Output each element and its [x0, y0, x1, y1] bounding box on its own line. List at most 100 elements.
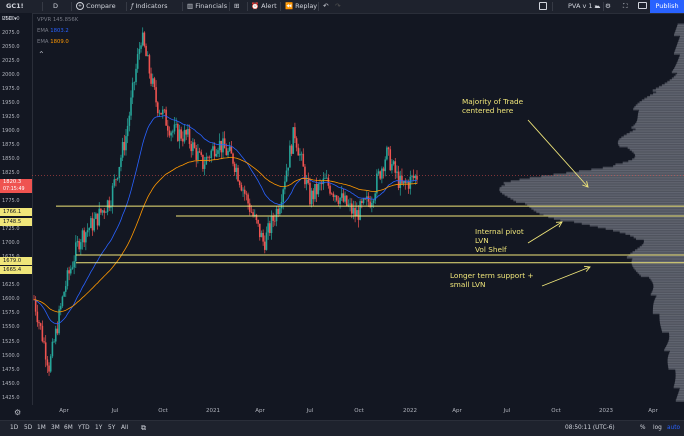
toolbar-divider	[229, 2, 230, 11]
arrow-head	[583, 265, 591, 272]
fullscreen-icon[interactable]: ⛶	[623, 2, 628, 10]
candle-body	[130, 97, 132, 116]
candle-body	[128, 115, 131, 126]
replay-button[interactable]: ⏪ Replay	[285, 2, 317, 11]
candle-body	[225, 148, 228, 156]
time-label: 2023	[599, 408, 613, 414]
currency-label[interactable]: USD ▾	[2, 16, 17, 22]
price-tick-label: 1900.0	[2, 127, 20, 134]
toolbar-divider	[603, 2, 604, 11]
volume-profile-bar	[667, 360, 684, 364]
candle-body	[220, 140, 223, 153]
timeframe-6m[interactable]: 6M	[64, 425, 73, 431]
indicators-icon: ƒ	[131, 2, 134, 10]
candle-body	[172, 131, 174, 133]
candle-body	[91, 218, 94, 231]
volume-profile-bar	[652, 306, 684, 310]
gear-icon[interactable]: ⚙	[605, 2, 611, 10]
vpvr-legend[interactable]: VPVR 145.856K	[37, 17, 79, 23]
volume-profile-bar	[634, 267, 684, 271]
volume-profile-bar	[631, 262, 684, 266]
compare-button[interactable]: + Compare	[76, 2, 116, 11]
candle-body	[327, 177, 330, 186]
alarm-clock-icon: ⏰	[251, 2, 260, 10]
volume-profile-bar	[513, 198, 684, 202]
timeframe-ytd[interactable]: YTD	[78, 425, 90, 431]
ema-slow-legend[interactable]: EMA 1809.0	[37, 39, 69, 45]
volume-profile-bar	[531, 207, 684, 210]
candle-body	[362, 198, 365, 204]
candle-body	[165, 109, 167, 126]
toolbar-divider	[42, 2, 43, 11]
timeframe-1y[interactable]: 1Y	[95, 425, 103, 431]
percent-toggle[interactable]: %	[640, 425, 646, 431]
candle-body	[166, 125, 169, 131]
price-tick-label: 1525.0	[2, 338, 20, 345]
alert-button[interactable]: ⏰ Alert	[251, 2, 277, 11]
date-range-icon[interactable]: ⧉	[141, 424, 146, 432]
time-axis[interactable]: Apr Jul Oct 2021 Apr Jul Oct 2022 Apr Ju…	[32, 405, 684, 420]
volume-profile-bar	[638, 109, 684, 113]
candle-body	[63, 291, 65, 297]
candle-body	[73, 261, 75, 268]
candle-body	[258, 223, 261, 238]
timeframe-5d[interactable]: 5D	[24, 425, 33, 431]
clock-readout[interactable]: 08:50:11 (UTC-6)	[565, 425, 615, 431]
layout-square-icon[interactable]	[539, 2, 547, 11]
time-label: Jul	[503, 408, 511, 414]
candle-body	[227, 150, 229, 156]
price-tick-label: 1500.0	[2, 352, 20, 359]
volume-profile-bar	[637, 247, 684, 251]
timeframe-1d[interactable]: 1D	[10, 425, 19, 431]
templates-grid-icon[interactable]: ⊞	[234, 2, 240, 10]
volume-profile-bar	[677, 394, 684, 397]
volume-profile-bar	[634, 106, 684, 109]
timeframe-5y[interactable]: 5Y	[108, 425, 116, 431]
timeframe-3m[interactable]: 3M	[51, 425, 60, 431]
candle-body	[155, 87, 157, 103]
candle-body	[269, 223, 271, 233]
volume-profile-bar	[637, 114, 684, 118]
candle-body	[192, 142, 194, 152]
chart-pane[interactable]: VPVR 145.856K EMA 1803.2 EMA 1809.0 ⌃ Ma…	[32, 13, 684, 405]
settings-icon[interactable]: ⚙	[14, 408, 22, 417]
undo-icon[interactable]: ↶	[323, 2, 329, 10]
candle-body	[138, 48, 141, 55]
volume-profile-bar	[635, 269, 684, 273]
interval-button[interactable]: D	[53, 2, 59, 10]
volume-profile-bar	[669, 350, 684, 353]
time-label: Jul	[111, 408, 119, 414]
candle-body	[69, 268, 72, 274]
time-label: Apr	[255, 408, 265, 414]
auto-toggle[interactable]: auto	[667, 425, 681, 431]
collapse-legend-icon[interactable]: ⌃	[38, 50, 45, 59]
candle-body	[289, 145, 291, 168]
layout-name-button[interactable]: PVA v 1 ▾	[568, 2, 597, 11]
price-chart[interactable]	[32, 13, 684, 405]
cloud-save-icon[interactable]: ☁	[594, 2, 601, 10]
volume-profile-bar	[675, 377, 684, 380]
indicators-button[interactable]: ƒ Indicators	[131, 2, 168, 11]
symbol-search[interactable]: GC1!	[6, 2, 24, 10]
redo-icon[interactable]: ↷	[335, 2, 341, 10]
price-axis[interactable]: 2100.0 2075.0 2050.0 2025.0 2000.0 1975.0 1950…	[0, 13, 33, 405]
candle-body	[369, 201, 371, 208]
timeframe-all[interactable]: All	[121, 425, 129, 431]
annotation-arrow	[541, 266, 591, 287]
log-toggle[interactable]: log	[653, 425, 662, 431]
volume-profile-bar	[649, 276, 684, 279]
camera-icon[interactable]	[638, 2, 647, 11]
candle-body	[319, 183, 321, 184]
volume-profile-bar	[632, 257, 684, 261]
volume-profile-bar	[676, 45, 684, 48]
timeframe-1m[interactable]: 1M	[37, 425, 46, 431]
volume-profile-bar	[529, 205, 684, 209]
volume-profile-bar	[679, 55, 684, 59]
volume-profile-bar	[628, 159, 684, 163]
annotation-pivot: Internal pivot LVN Vol Shelf	[475, 227, 524, 254]
volume-profile-bar	[617, 141, 684, 145]
ema-fast-legend[interactable]: EMA 1803.2	[37, 28, 69, 34]
publish-button[interactable]: Publish	[650, 0, 684, 13]
candle-body	[217, 150, 219, 154]
financials-button[interactable]: ▥ Financials	[187, 2, 227, 11]
